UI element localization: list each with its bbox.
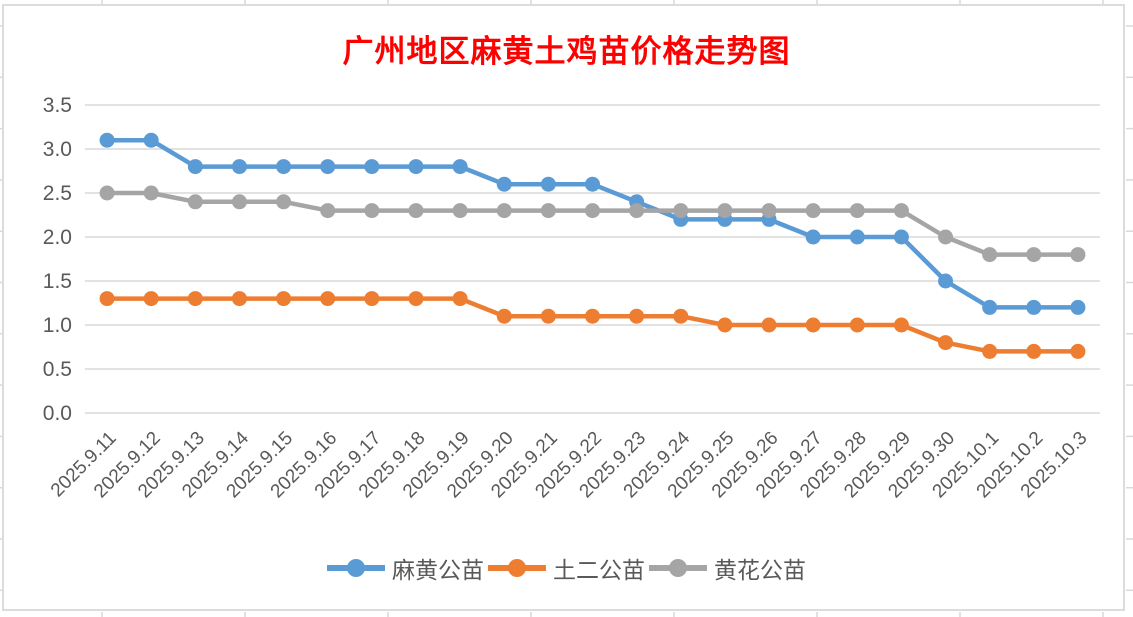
y-tick-label: 2.0 [43,226,72,249]
series-point [893,317,909,333]
series-point [1070,299,1086,315]
series-point [231,194,247,210]
legend-item-series2: 土二公苗 [488,551,645,585]
series-point [364,291,380,307]
series-point [540,308,556,324]
series-point [1026,343,1042,359]
series-point [231,159,247,175]
series-point [849,317,865,333]
series-point [673,308,689,324]
series-point [99,291,115,307]
legend-label: 黄花公苗 [714,558,806,583]
series-point [452,291,468,307]
series-point [496,176,512,192]
series-point [893,229,909,245]
series-point [849,229,865,245]
legend: 麻黄公苗 土二公苗 黄花公苗 [0,551,1133,585]
series-point [320,159,336,175]
series-point [938,229,954,245]
series-point [452,203,468,219]
series-point [1070,247,1086,263]
series-point [364,203,380,219]
series-point [938,273,954,289]
y-tick-label: 3.0 [43,138,72,161]
series-point [673,203,689,219]
series-point [717,203,733,219]
legend-label: 土二公苗 [553,558,645,583]
series-point [320,203,336,219]
legend-line-dot-icon [327,559,385,577]
y-tick-label: 3.5 [43,94,72,117]
series-point [143,185,159,201]
series-point [143,291,159,307]
series-point [585,203,600,219]
series-point [938,335,954,351]
series-point [1070,343,1086,359]
y-tick-label: 0.5 [43,358,72,381]
y-tick-label: 0.0 [43,402,72,425]
series-point [849,203,865,219]
series-point [452,159,468,175]
series-point [805,229,821,245]
series-point [143,132,159,148]
series-point [276,291,292,307]
series-point [1026,247,1042,263]
series-point [276,194,292,210]
y-tick-label: 1.5 [43,270,72,293]
series-point [585,308,600,324]
series-point [320,291,336,307]
series-point [982,247,998,263]
legend-item-series1: 麻黄公苗 [327,551,484,585]
series-point [1026,299,1042,315]
series-point [99,132,115,148]
series-point [276,159,292,175]
series-point [982,299,998,315]
series-point [408,159,424,175]
series-line [104,190,1081,257]
series-point [496,308,512,324]
legend-label: 麻黄公苗 [392,558,484,583]
series-point [805,317,821,333]
series-point [805,203,821,219]
legend-item-series3: 黄花公苗 [649,551,806,585]
series-point [540,176,556,192]
series-point [761,317,777,333]
series-point [629,203,645,219]
y-tick-label: 2.5 [43,182,72,205]
series-point [187,159,203,175]
series-point [408,291,424,307]
series-point [540,203,556,219]
legend-line-dot-icon [649,559,707,577]
series-point [761,203,777,219]
series-point [629,308,645,324]
series-point [717,317,733,333]
series-point [99,185,115,201]
series-point [585,176,600,192]
series-point [187,291,203,307]
series-point [364,159,380,175]
series-point [408,203,424,219]
y-tick-label: 1.0 [43,314,72,337]
chart-title: 广州地区麻黄土鸡苗价格走势图 [342,34,791,69]
series-point [982,343,998,359]
series-point [187,194,203,210]
series-point [496,203,512,219]
series-point [893,203,909,219]
legend-line-dot-icon [488,559,546,577]
series-point [231,291,247,307]
series-line [104,137,1081,310]
